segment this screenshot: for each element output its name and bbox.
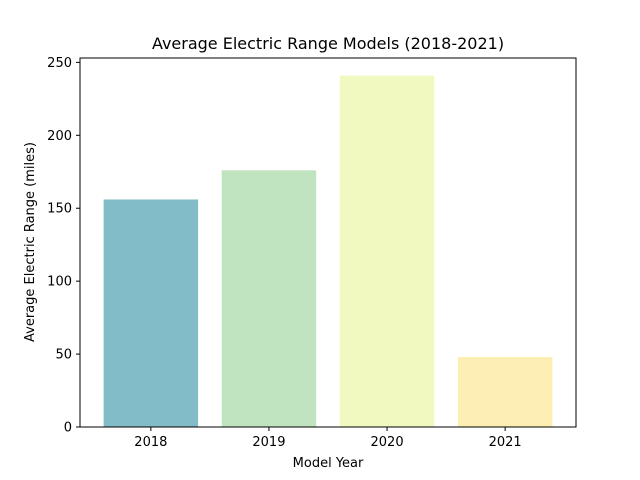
y-tick-label-250: 250	[47, 56, 72, 71]
y-tick-label-0: 0	[64, 421, 72, 436]
x-axis-label: Model Year	[293, 456, 364, 471]
bar-2019	[221, 170, 317, 427]
x-tick-label-2020: 2020	[371, 435, 404, 450]
x-tick-label-2019: 2019	[252, 435, 285, 450]
bar-2021	[457, 356, 553, 427]
bar-2018	[103, 199, 199, 427]
bar-2020	[339, 75, 435, 427]
x-tick-label-2021: 2021	[489, 435, 522, 450]
y-tick-label-100: 100	[47, 275, 72, 290]
y-tick-label-50: 50	[55, 348, 72, 363]
y-axis-label: Average Electric Range (miles)	[23, 142, 38, 342]
chart-title: Average Electric Range Models (2018-2021…	[152, 34, 504, 53]
plot-frame	[79, 57, 577, 428]
bars-layer	[103, 75, 553, 427]
x-tick-label-2018: 2018	[134, 435, 167, 450]
axes-layer: 2018 2019 2020 2021 0 50 100 150 200 250	[47, 56, 577, 450]
y-tick-label-150: 150	[47, 202, 72, 217]
y-tick-label-200: 200	[47, 129, 72, 144]
